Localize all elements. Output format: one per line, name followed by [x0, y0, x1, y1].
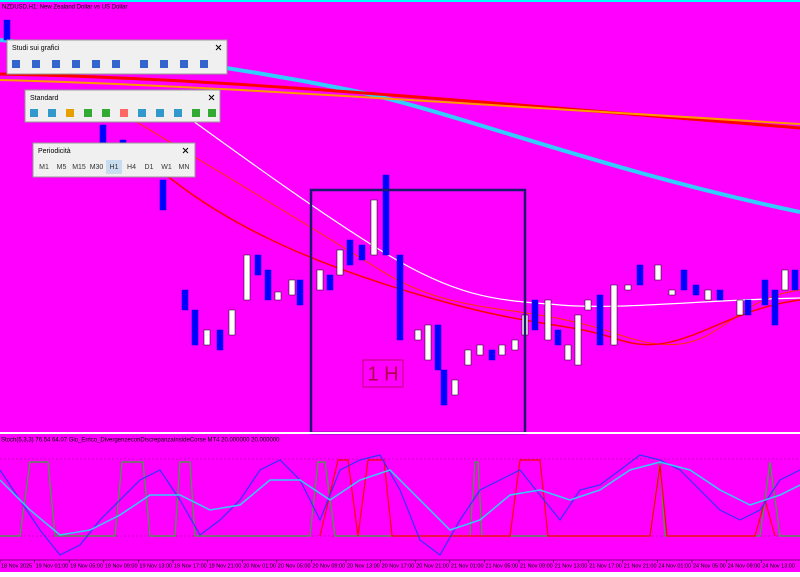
- chart-header: NZDUSD,H1: New Zealand Dollar vs US Doll…: [2, 5, 127, 11]
- period-button[interactable]: H1: [110, 164, 119, 171]
- time-label: 21 Nov 21:00: [624, 563, 657, 569]
- time-label: 24 Nov 09:00: [728, 563, 761, 569]
- time-label: 24 Nov 05:00: [693, 563, 726, 569]
- time-label: 18 Nov 2025: [1, 563, 32, 569]
- time-label: 20 Nov 05:00: [278, 563, 311, 569]
- stochastic-lines: [0, 454, 800, 556]
- toolbar-title: Standard: [30, 95, 59, 102]
- time-label: 20 Nov 21:00: [416, 563, 449, 569]
- periods-toolbar[interactable]: Periodicità M1 M5 M15 M30 H1 H4 D1 W1 MN: [32, 142, 196, 178]
- time-label: 20 Nov 17:00: [382, 563, 415, 569]
- time-label: 19 Nov 13:00: [139, 563, 172, 569]
- time-label: 19 Nov 09:00: [105, 563, 138, 569]
- indicator-header: Stoch(5,3,3) 76.54 64.07 Gio_Errico_Dive…: [1, 438, 280, 444]
- time-axis: 18 Nov 2025 19 Nov 01:00 19 Nov 05:00 19 No…: [0, 560, 795, 569]
- period-button[interactable]: MN: [179, 164, 190, 171]
- time-label: 19 Nov 21:00: [209, 563, 242, 569]
- period-button[interactable]: M1: [39, 164, 49, 171]
- time-label: 21 Nov 09:00: [520, 563, 553, 569]
- time-label: 20 Nov 01:00: [243, 563, 276, 569]
- time-label: 20 Nov 13:00: [347, 563, 380, 569]
- time-label: 24 Nov 01:00: [658, 563, 691, 569]
- time-label: 20 Nov 09:00: [312, 563, 345, 569]
- studies-toolbar[interactable]: Studi sui grafici: [6, 39, 228, 75]
- toolbar-title: Studi sui grafici: [12, 45, 60, 52]
- annotation-box: [362, 359, 404, 388]
- period-button[interactable]: M5: [57, 164, 67, 171]
- period-button[interactable]: D1: [145, 164, 154, 171]
- time-label: 19 Nov 17:00: [174, 563, 207, 569]
- time-label: 21 Nov 05:00: [485, 563, 518, 569]
- toolbar-title: Periodicità: [38, 148, 71, 155]
- annotation: 1 H: [367, 363, 398, 385]
- time-label: 21 Nov 17:00: [589, 563, 622, 569]
- period-button[interactable]: H4: [127, 164, 136, 171]
- period-button[interactable]: W1: [161, 164, 172, 171]
- time-label: 21 Nov 13:00: [555, 563, 588, 569]
- period-button[interactable]: M15: [72, 164, 86, 171]
- time-label: 21 Nov 01:00: [451, 563, 484, 569]
- time-label: 19 Nov 05:00: [70, 563, 103, 569]
- period-button[interactable]: M30: [90, 164, 104, 171]
- standard-toolbar[interactable]: Standard: [24, 89, 221, 123]
- button-highlight: [106, 160, 122, 174]
- time-label: 19 Nov 01:00: [36, 563, 69, 569]
- time-label: 24 Nov 13:00: [762, 563, 795, 569]
